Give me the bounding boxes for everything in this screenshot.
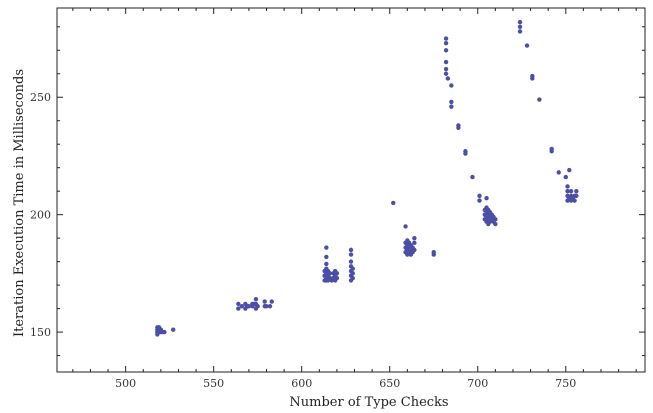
data-point: [324, 261, 329, 267]
data-point: [477, 193, 482, 199]
data-point: [443, 71, 449, 76]
data-point: [324, 254, 329, 260]
data-point: [572, 198, 577, 203]
x-axis-title: Number of Type Checks: [289, 395, 448, 410]
x-tick-label: 700: [467, 377, 488, 390]
data-point: [264, 304, 269, 309]
data-point: [556, 170, 561, 175]
data-point: [524, 43, 530, 48]
data-point: [449, 99, 454, 105]
data-point: [431, 252, 436, 257]
data-point: [493, 217, 498, 222]
data-point: [517, 24, 523, 29]
plot-frame: [56, 7, 646, 373]
y-tick-label: 200: [30, 209, 51, 222]
data-point: [493, 221, 498, 227]
data-point: [255, 304, 260, 309]
data-point: [391, 200, 396, 206]
x-tick-label: 600: [291, 377, 312, 390]
data-point: [324, 245, 329, 250]
data-point: [348, 259, 354, 264]
x-tick-label: 750: [555, 377, 576, 390]
data-point: [530, 76, 535, 81]
data-point: [443, 66, 449, 72]
y-tick-label: 150: [30, 326, 51, 339]
data-point: [403, 224, 408, 229]
data-point: [350, 275, 355, 281]
data-point: [348, 252, 354, 257]
plot-border: [56, 7, 646, 373]
data-point: [574, 188, 579, 194]
data-point: [236, 306, 241, 311]
data-point: [470, 174, 475, 180]
data-point: [517, 29, 523, 34]
data-point: [170, 327, 176, 332]
data-point: [565, 188, 570, 194]
data-point: [477, 198, 482, 203]
data-point: [549, 149, 554, 154]
data-point: [236, 301, 241, 307]
x-tick-label: 550: [203, 377, 224, 390]
data-point: [567, 167, 572, 173]
y-tick-label: 250: [30, 91, 51, 104]
data-point: [412, 247, 417, 253]
data-point: [484, 196, 489, 201]
data-point: [445, 76, 451, 81]
data-point: [239, 304, 245, 309]
data-point: [262, 299, 267, 304]
data-point: [269, 299, 274, 304]
data-point: [253, 297, 259, 302]
y-axis-title: Iteration Execution Time in Milliseconds: [12, 69, 27, 337]
x-tick-label: 500: [115, 377, 136, 390]
data-point: [334, 271, 340, 276]
data-point: [443, 48, 449, 53]
data-point: [162, 329, 167, 335]
data-point: [327, 271, 333, 276]
data-point: [334, 275, 340, 281]
data-point: [574, 193, 579, 199]
data-point: [449, 83, 454, 88]
data-point: [568, 188, 574, 194]
axis-tick-labels: 500 550 600 650 700 750 150 200 250: [30, 91, 576, 390]
data-point: [443, 36, 449, 41]
data-point: [537, 97, 542, 102]
data-point: [563, 174, 568, 180]
data-point: [517, 19, 523, 25]
data-point: [443, 41, 449, 46]
data-point: [565, 184, 570, 189]
data-point: [348, 247, 354, 253]
data-point: [463, 151, 468, 156]
x-tick-label: 650: [379, 377, 400, 390]
data-point: [412, 240, 417, 246]
axis-ticks: [57, 8, 645, 372]
data-points: [155, 19, 579, 337]
data-point: [267, 304, 273, 309]
data-point: [350, 271, 355, 276]
data-point: [456, 125, 461, 130]
data-point: [412, 235, 417, 241]
data-point: [350, 266, 355, 271]
data-point: [246, 304, 252, 309]
data-point: [443, 59, 449, 65]
data-point: [449, 104, 454, 109]
